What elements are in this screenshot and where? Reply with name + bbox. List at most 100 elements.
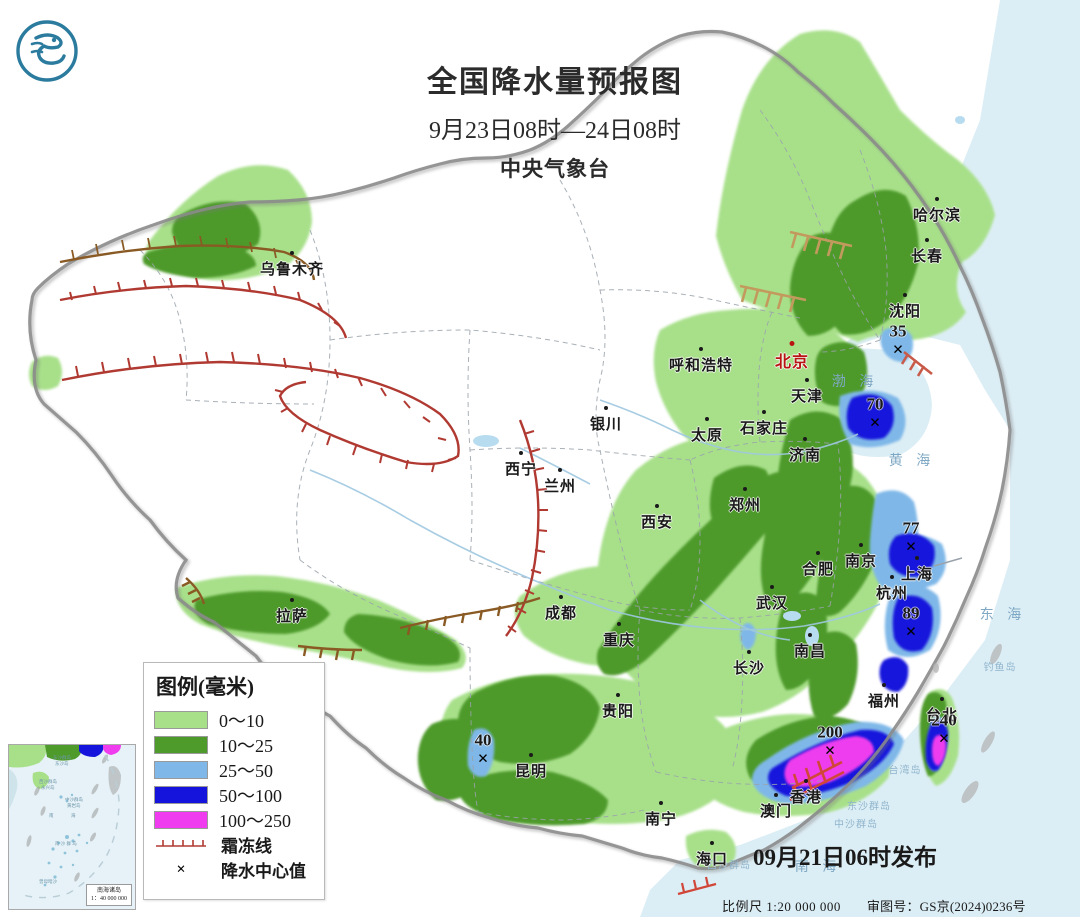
city-dot-icon <box>709 841 714 845</box>
city-name: 成都 <box>544 606 578 622</box>
precip-center-value: 77 <box>902 518 920 538</box>
legend-color-swatch <box>154 735 208 754</box>
city-dot-icon <box>746 650 751 654</box>
city-dot-icon <box>769 585 774 589</box>
svg-text:西沙群岛: 西沙群岛 <box>39 778 57 785</box>
city-dot-icon <box>289 598 294 602</box>
legend-band-label: 0～10 <box>219 710 264 731</box>
precip-center-cross-icon: × <box>938 728 950 750</box>
legend-color-swatch <box>154 785 208 804</box>
legend-panel: 图例(毫米) 0～10 10～25 25～50 50～100 100～250 霜冻线 ×… <box>143 662 325 900</box>
city-name: 石家庄 <box>739 421 789 437</box>
city-dot-icon <box>654 504 659 508</box>
city-dot-icon <box>603 406 608 410</box>
city-dot-icon <box>858 543 863 547</box>
city-name: 昆明 <box>514 764 548 780</box>
city-dot-icon <box>289 251 294 255</box>
city-label: 呼和浩特 <box>669 347 733 375</box>
precip-center-value: 40 <box>474 730 492 750</box>
city-label: 台北 <box>926 697 958 725</box>
city-label: 西安 <box>640 504 674 532</box>
frost-line-layer <box>59 235 548 661</box>
city-name: 香港 <box>789 790 823 806</box>
city-name: 郑州 <box>728 498 762 514</box>
city-name: 杭州 <box>875 586 909 602</box>
city-name: 海口 <box>695 852 729 868</box>
city-name: 拉萨 <box>275 609 309 625</box>
city-dot-icon <box>902 293 907 297</box>
precip-center-value: 70 <box>866 394 884 414</box>
offshore-islands <box>933 643 1002 804</box>
city-dot-icon <box>802 437 807 441</box>
city-label: 西宁 <box>505 451 537 479</box>
legend-center-marker-label: 降水中心值 <box>221 862 306 881</box>
city-label: 南宁 <box>644 801 678 829</box>
footer-meta: 比例尺 1:20 000 000 审图号：GS京(2024)0236号 <box>722 896 1026 915</box>
city-name: 乌鲁木齐 <box>259 262 325 278</box>
city-name: 兰州 <box>543 479 577 495</box>
city-label: 济南 <box>789 437 821 465</box>
city-label: 福州 <box>867 683 901 711</box>
city-dot-icon <box>704 417 709 421</box>
legend-row-frost-line: 霜冻线 <box>154 832 316 857</box>
svg-text:中沙群岛: 中沙群岛 <box>65 796 83 803</box>
precip-center-value: 89 <box>902 603 920 623</box>
city-dot-icon <box>881 683 886 687</box>
city-label: 南京 <box>845 543 877 571</box>
inset-scale-value: 1：40 000 000 <box>90 895 127 902</box>
legend-color-swatch <box>154 760 208 779</box>
legend-band-label: 100～250 <box>219 810 291 831</box>
city-label: 沈阳 <box>888 293 922 321</box>
city-name: 长春 <box>910 249 944 265</box>
city-name: 武汉 <box>755 596 789 612</box>
city-label: 贵阳 <box>602 693 634 721</box>
city-label: 太原 <box>690 417 724 445</box>
city-name: 哈尔滨 <box>912 208 962 224</box>
legend-band-label: 25～50 <box>219 760 273 781</box>
city-dot-icon <box>789 341 795 346</box>
city-dot-icon <box>528 753 533 757</box>
city-name: 上海 <box>900 567 934 583</box>
precip-center-marker: 240 × <box>931 712 957 749</box>
legend-color-swatch <box>154 710 208 729</box>
approval-number: 审图号：GS京(2024)0236号 <box>866 899 1026 914</box>
city-dot-icon <box>804 378 809 382</box>
city-dot-icon <box>773 793 778 797</box>
city-label: 石家庄 <box>739 410 789 438</box>
city-name: 太原 <box>690 428 724 444</box>
city-name: 澳门 <box>759 804 793 820</box>
precip-center-cross-icon: × <box>892 339 904 361</box>
city-label: 上海 <box>900 556 934 584</box>
city-label: 香港 <box>789 779 823 807</box>
sea-label: 黄 海 <box>888 454 936 469</box>
city-dot-icon <box>518 451 523 455</box>
city-dot-icon <box>558 595 563 599</box>
city-label: 银川 <box>590 406 622 434</box>
wind-barb-layer <box>677 230 963 896</box>
precip-center-cross-icon: × <box>869 412 881 434</box>
city-dot-icon <box>924 238 929 242</box>
city-dot-icon <box>934 197 939 201</box>
sea-label: 东沙群岛 <box>847 801 891 813</box>
legend-color-swatch <box>154 810 208 829</box>
precip-center-marker: 40 × <box>475 732 492 769</box>
city-name: 福州 <box>867 694 901 710</box>
svg-text:东沙群岛: 东沙群岛 <box>53 754 71 761</box>
precip-center-marker: 200 × <box>817 724 843 761</box>
city-name: 沈阳 <box>888 304 922 320</box>
city-label: 南昌 <box>794 633 826 661</box>
city-name: 重庆 <box>602 633 636 649</box>
precip-center-cross-icon: × <box>905 621 917 643</box>
city-label: 长沙 <box>733 650 765 678</box>
sea-label: 渤 海 <box>831 375 879 390</box>
sea-label: 台湾岛 <box>888 765 922 777</box>
sea-label: 西沙群岛 <box>707 860 751 872</box>
city-dot-icon <box>742 487 747 491</box>
city-name: 南宁 <box>644 812 678 828</box>
svg-text:黄岩岛: 黄岩岛 <box>67 802 81 809</box>
legend-row-band: 100～250 <box>154 807 316 832</box>
precip-center-value: 200 <box>817 722 843 742</box>
page-title: 全国降水量预报图 <box>427 66 683 99</box>
svg-text:南: 南 <box>49 812 54 818</box>
city-name: 西安 <box>640 515 674 531</box>
